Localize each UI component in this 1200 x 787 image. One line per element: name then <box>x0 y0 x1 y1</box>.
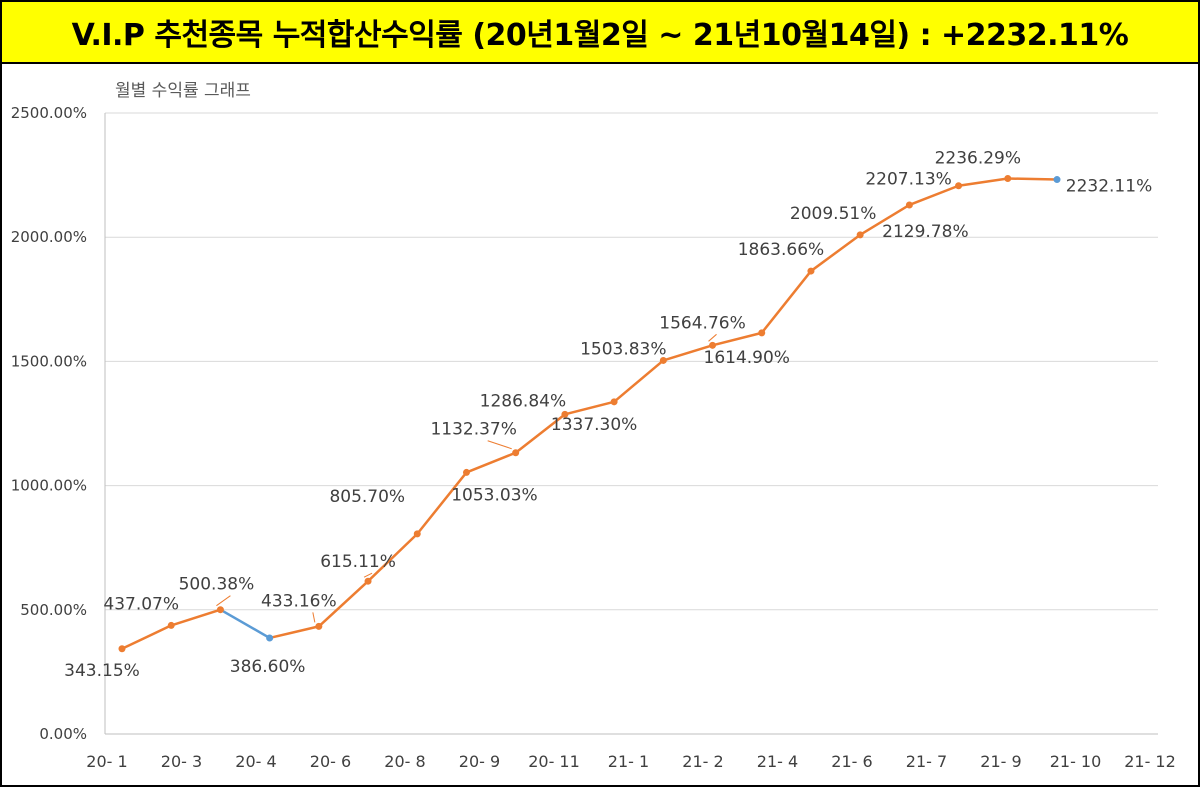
line-segment <box>268 625 321 640</box>
data-label: 805.70% <box>329 487 405 507</box>
line-segment <box>219 608 271 640</box>
line-chart: 월별 수익률 그래프 0.00% 500.00% 1000.00% 1500.00% 2… <box>11 81 1176 771</box>
x-tick-label: 21- 4 <box>757 752 798 771</box>
data-point <box>758 329 766 337</box>
line-segment <box>809 233 862 273</box>
data-label: 500.38% <box>179 575 255 595</box>
chart-subtitle: 월별 수익률 그래프 <box>115 81 251 101</box>
y-tick-label: 2500.00% <box>11 104 87 122</box>
line-segment <box>416 471 468 536</box>
y-tick-label: 500.00% <box>20 601 87 619</box>
label-leader <box>216 595 231 607</box>
line-segment <box>760 269 813 335</box>
data-point <box>462 468 470 476</box>
line-segment <box>858 203 911 237</box>
line-segment <box>711 331 763 347</box>
data-point <box>364 577 372 585</box>
data-point <box>659 356 667 364</box>
x-tick-label: 21- 6 <box>831 752 872 771</box>
y-tick-label: 0.00% <box>39 725 87 743</box>
data-label: 1286.84% <box>480 391 566 411</box>
x-tick-label: 21- 10 <box>1050 752 1102 771</box>
x-tick-label: 20- 6 <box>310 752 351 771</box>
data-label: 2129.78% <box>882 222 968 242</box>
data-point <box>167 621 175 629</box>
y-tick-label: 2000.00% <box>11 228 87 246</box>
x-tick-label: 20- 11 <box>528 752 580 771</box>
y-tick-label: 1500.00% <box>11 352 87 370</box>
title-banner: V.I.P 추천종목 누적합산수익률 (20년1월2일 ~ 21년10월14일)… <box>2 2 1198 64</box>
label-leader <box>312 612 316 623</box>
data-label: 2009.51% <box>790 204 876 224</box>
gridlines <box>104 112 1158 735</box>
data-label: 1337.30% <box>551 415 637 435</box>
series-line <box>120 177 1059 651</box>
label-leader <box>487 440 512 450</box>
data-label: 343.15% <box>64 661 140 681</box>
x-tick-label: 20- 1 <box>86 752 127 771</box>
data-point <box>315 622 323 630</box>
data-point <box>856 231 864 239</box>
y-axis-ticks: 0.00% 500.00% 1000.00% 1500.00% 2000.00% 2500… <box>11 104 87 743</box>
data-label: 1614.90% <box>704 348 790 368</box>
x-tick-label: 21- 1 <box>608 752 649 771</box>
line-segment <box>317 579 370 628</box>
data-label: 2236.29% <box>935 149 1021 169</box>
line-segment <box>169 608 222 627</box>
x-tick-label: 21- 12 <box>1124 752 1176 771</box>
data-point <box>955 182 963 190</box>
label-leader <box>363 572 373 578</box>
x-tick-label: 20- 4 <box>235 752 276 771</box>
line-segment <box>514 413 567 454</box>
data-point <box>118 645 126 653</box>
data-point <box>1004 175 1012 183</box>
x-tick-label: 21- 7 <box>906 752 947 771</box>
label-leader <box>708 333 717 342</box>
data-label: 1053.03% <box>451 485 537 505</box>
line-segment <box>662 344 714 362</box>
line-segment <box>120 624 173 651</box>
data-point <box>1053 176 1061 184</box>
x-tick-label: 20- 8 <box>384 752 425 771</box>
data-point <box>610 398 618 406</box>
data-point <box>512 449 520 457</box>
x-tick-label: 21- 9 <box>980 752 1021 771</box>
line-segment <box>563 400 616 416</box>
data-label: 615.11% <box>320 552 396 572</box>
data-label: 433.16% <box>261 591 337 611</box>
data-label: 1564.76% <box>659 313 745 333</box>
data-point <box>807 267 815 275</box>
x-tick-label: 20- 9 <box>459 752 500 771</box>
data-point <box>413 530 421 538</box>
line-segment <box>908 184 960 207</box>
data-point <box>561 410 569 418</box>
data-point <box>905 201 913 209</box>
data-label: 1503.83% <box>580 339 666 359</box>
data-label: 2207.13% <box>865 170 951 190</box>
x-tick-label: 20- 3 <box>161 752 202 771</box>
data-points <box>118 175 1061 653</box>
data-point <box>266 634 274 642</box>
data-label: 1863.66% <box>738 240 824 260</box>
data-label: 1132.37% <box>430 420 516 440</box>
x-tick-label: 21- 2 <box>682 752 723 771</box>
line-segment <box>612 359 665 404</box>
line-segment <box>957 177 1010 187</box>
data-point <box>216 606 224 614</box>
y-tick-label: 1000.00% <box>11 477 87 495</box>
data-point <box>709 341 717 349</box>
line-segment <box>366 532 419 583</box>
line-segment <box>1006 177 1059 181</box>
data-label: 386.60% <box>230 657 306 677</box>
data-label: 437.07% <box>103 594 179 614</box>
data-label: 2232.11% <box>1066 177 1152 197</box>
banner-title: V.I.P 추천종목 누적합산수익률 (20년1월2일 ~ 21년10월14일)… <box>71 18 1129 53</box>
data-labels: 343.15% 437.07%500.38% 386.60% 433.16% 615.1… <box>64 149 1152 681</box>
label-leaders <box>216 333 717 623</box>
line-segment <box>465 451 517 474</box>
x-axis-ticks: 20- 1 20- 3 20- 4 20- 6 20- 8 20- 9 20- 11 21- … <box>86 752 1175 771</box>
